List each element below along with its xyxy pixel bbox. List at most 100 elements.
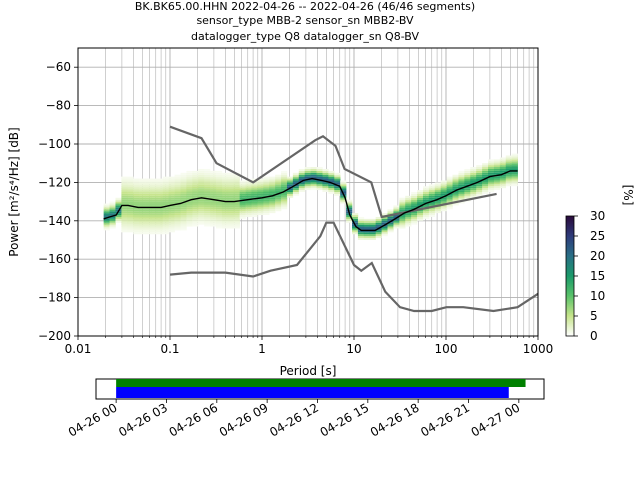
histogram-cell: [452, 180, 459, 183]
histogram-cell: [186, 178, 193, 181]
histogram-cell: [198, 193, 205, 196]
histogram-cell: [145, 230, 152, 233]
histogram-cell: [174, 213, 181, 216]
histogram-cell: [192, 205, 199, 208]
y-axis-label: Power [m²/s⁴/Hz] [dB]: [7, 127, 21, 256]
histogram-cell: [251, 205, 258, 208]
histogram-cell: [405, 207, 412, 210]
histogram-cell: [168, 211, 175, 214]
histogram-cell: [192, 186, 199, 189]
histogram-cell: [292, 188, 300, 191]
histogram-cell: [292, 172, 300, 175]
histogram-cell: [316, 186, 323, 189]
histogram-cell: [145, 211, 152, 214]
histogram-cell: [499, 182, 507, 185]
histogram-cell: [156, 203, 164, 206]
data-available-bar: [116, 379, 526, 387]
histogram-cell: [192, 209, 199, 212]
histogram-cell: [233, 195, 240, 198]
histogram-cell: [198, 205, 205, 208]
histogram-cell: [239, 201, 246, 204]
histogram-cell: [233, 203, 240, 206]
histogram-cell: [440, 205, 447, 208]
histogram-cell: [174, 215, 181, 217]
histogram-cell: [281, 199, 288, 202]
histogram-cell: [174, 186, 181, 189]
histogram-cell: [275, 180, 282, 183]
histogram-cell: [150, 197, 158, 200]
histogram-cell: [511, 165, 518, 168]
histogram-cell: [210, 222, 217, 225]
histogram-cell: [216, 207, 223, 210]
histogram-cell: [239, 186, 246, 189]
histogram-cell: [221, 205, 229, 208]
histogram-cell: [470, 186, 477, 189]
histogram-cell: [233, 178, 240, 181]
histogram-cell: [239, 213, 246, 216]
histogram-cell: [381, 213, 388, 216]
colorbar-label: [%]: [621, 185, 635, 206]
histogram-cell: [369, 226, 376, 229]
histogram-cell: [186, 182, 193, 185]
histogram-cell: [292, 186, 300, 189]
histogram-cell: [221, 226, 229, 229]
histogram-cell: [221, 186, 229, 189]
histogram-cell: [127, 224, 134, 227]
histogram-cell: [227, 203, 235, 206]
histogram-cell: [186, 197, 193, 200]
histogram-cell: [186, 207, 193, 210]
histogram-cell: [168, 216, 175, 219]
histogram-cell: [221, 211, 229, 214]
histogram-cell: [499, 184, 507, 187]
histogram-cell: [133, 182, 140, 185]
histogram-cell: [103, 211, 110, 214]
histogram-cell: [310, 182, 317, 185]
histogram-cell: [233, 190, 240, 192]
histogram-cell: [298, 182, 306, 185]
histogram-cell: [363, 226, 371, 229]
histogram-cell: [257, 188, 264, 191]
histogram-cell: [298, 172, 306, 175]
histogram-cell: [162, 228, 169, 231]
histogram-cell: [298, 186, 306, 189]
histogram-cell: [411, 199, 418, 202]
histogram-cell: [292, 192, 300, 194]
histogram-cell: [411, 201, 418, 204]
histogram-cell: [275, 199, 282, 202]
histogram-cell: [346, 216, 353, 219]
histogram-cell: [139, 190, 146, 192]
histogram-cell: [304, 186, 311, 189]
histogram-cell: [340, 190, 347, 192]
histogram-cell: [133, 220, 140, 223]
histogram-cell: [286, 192, 294, 194]
histogram-cell: [363, 238, 371, 240]
histogram-cell: [304, 188, 311, 191]
histogram-cell: [399, 199, 406, 202]
histogram-cell: [121, 199, 128, 202]
histogram-cell: [488, 165, 495, 168]
histogram-cell: [269, 207, 276, 210]
histogram-cell: [133, 201, 140, 204]
histogram-cell: [139, 186, 146, 189]
histogram-cell: [387, 224, 394, 227]
histogram-cell: [145, 201, 152, 204]
histogram-cell: [298, 190, 306, 192]
histogram-cell: [488, 161, 495, 164]
histogram-cell: [210, 178, 217, 181]
histogram-cell: [511, 172, 518, 175]
histogram-cell: [245, 205, 252, 208]
histogram-cell: [322, 170, 329, 173]
histogram-cell: [150, 199, 158, 202]
histogram-cell: [257, 193, 264, 196]
histogram-cell: [233, 207, 240, 210]
histogram-cell: [216, 209, 223, 212]
histogram-cell: [482, 168, 489, 171]
histogram-cell: [186, 215, 193, 217]
histogram-cell: [434, 195, 442, 198]
colorbar-tick-label: 15: [590, 269, 605, 283]
histogram-cell: [428, 199, 436, 202]
histogram-cell: [174, 199, 181, 202]
histogram-cell: [162, 230, 169, 233]
histogram-cell: [286, 178, 294, 181]
histogram-cell: [286, 186, 294, 189]
